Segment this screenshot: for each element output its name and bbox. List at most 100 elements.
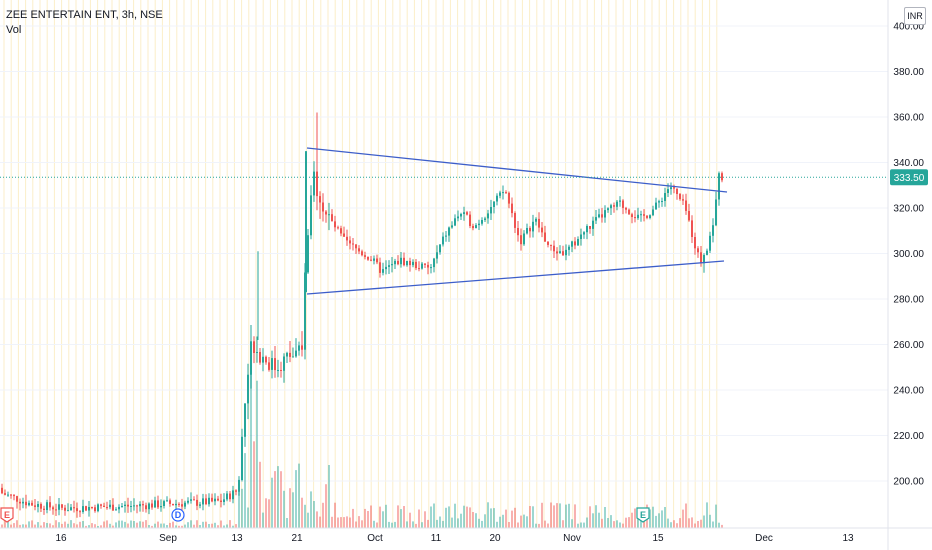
volume-bar	[193, 524, 195, 528]
volume-bar	[451, 517, 453, 528]
candle-body	[397, 260, 399, 265]
volume-bar	[718, 522, 720, 528]
candle-body	[349, 240, 351, 244]
volume-bar	[487, 502, 489, 528]
volume-bar	[76, 524, 78, 528]
candle-body	[223, 499, 225, 502]
candle-body	[457, 216, 459, 219]
currency-label[interactable]: INR	[904, 7, 926, 25]
candle-body	[241, 436, 243, 480]
volume-bar	[598, 512, 600, 528]
candle-body	[37, 504, 39, 507]
candle-body	[163, 501, 165, 506]
candle-body	[481, 220, 483, 224]
volume-bar	[637, 519, 639, 528]
volume-bar	[616, 520, 618, 528]
candle-body	[439, 244, 441, 253]
candle-body	[214, 498, 216, 502]
volume-bar	[673, 520, 675, 528]
volume-bar	[130, 520, 132, 528]
volume-bar	[298, 463, 300, 528]
volume-bar	[286, 518, 288, 528]
volume-bar	[118, 520, 120, 528]
volume-bar	[199, 525, 201, 528]
candle-body	[55, 509, 57, 511]
candle-body	[166, 500, 168, 502]
volume-bar	[22, 524, 24, 528]
volume-bar	[109, 523, 111, 528]
volume-bar	[583, 522, 585, 528]
volume-bar	[256, 380, 258, 528]
volume-bar	[187, 522, 189, 528]
volume-legend[interactable]: Vol	[6, 24, 22, 36]
volume-bar	[469, 507, 471, 528]
candle-body	[445, 235, 447, 237]
candle-body	[646, 215, 648, 218]
candle-body	[79, 511, 81, 513]
volume-bar	[493, 508, 495, 528]
candle-body	[469, 214, 471, 226]
candle-body	[22, 501, 24, 504]
volume-bar	[559, 503, 561, 528]
candle-body	[550, 244, 552, 246]
volume-bar	[358, 516, 360, 528]
volume-bar	[361, 520, 363, 528]
volume-bar	[622, 523, 624, 528]
volume-bar	[679, 518, 681, 528]
volume-bar	[538, 523, 540, 528]
candle-body	[454, 218, 456, 226]
y-tick-label: 400.00	[893, 22, 924, 33]
candle-body	[124, 504, 126, 506]
volume-bar	[181, 525, 183, 528]
volume-bar	[265, 498, 267, 528]
candle-body	[280, 370, 282, 371]
volume-bar	[610, 515, 612, 528]
volume-bar	[271, 477, 273, 528]
candle-body	[49, 502, 51, 508]
candle-body	[460, 214, 462, 217]
volume-bar	[220, 520, 222, 528]
candle-body	[289, 352, 291, 357]
volume-bar	[580, 522, 582, 528]
candle-body	[589, 226, 591, 229]
volume-bar	[82, 521, 84, 528]
volume-bar	[664, 507, 666, 528]
candle-body	[157, 500, 159, 508]
y-tick-label: 260.00	[893, 340, 924, 351]
candle-body	[355, 244, 357, 249]
volume-bar	[700, 519, 702, 528]
candle-body	[571, 241, 573, 247]
candle-body	[703, 255, 705, 264]
candle-body	[94, 507, 96, 512]
candle-body	[187, 500, 189, 503]
symbol-title[interactable]: ZEE ENTERTAIN ENT, 3h, NSE	[6, 9, 163, 21]
candle-body	[358, 248, 360, 252]
volume-bar	[28, 521, 30, 528]
volume-bar	[472, 512, 474, 528]
candle-body	[568, 246, 570, 250]
candle-body	[298, 345, 300, 351]
volume-bar	[331, 516, 333, 528]
candle-body	[661, 201, 663, 202]
volume-bar	[403, 506, 405, 528]
candle-body	[43, 508, 45, 510]
candle-body	[559, 251, 561, 254]
volume-bar	[205, 521, 207, 528]
volume-bar	[589, 506, 591, 528]
volume-bar	[166, 525, 168, 528]
volume-bar	[382, 511, 384, 528]
volume-bar	[139, 521, 141, 528]
x-tick-label: 16	[55, 533, 67, 544]
candle-body	[658, 201, 660, 203]
volume-bar	[262, 512, 264, 528]
volume-bar	[154, 523, 156, 528]
y-tick-label: 320.00	[893, 204, 924, 215]
volume-bar	[412, 521, 414, 528]
volume-bar	[247, 507, 249, 528]
candle-body	[130, 506, 132, 507]
candle-body	[466, 212, 468, 215]
volume-bar	[313, 501, 315, 528]
